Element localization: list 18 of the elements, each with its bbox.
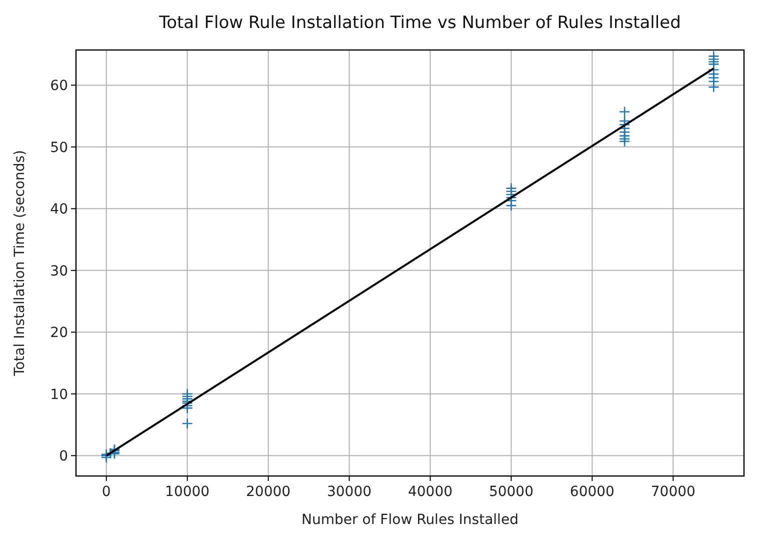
x-tick-label: 70000 [650,484,696,500]
y-axis-title: Total Installation Time (seconds) [12,150,28,377]
y-tick-label: 60 [50,78,68,94]
x-tick-label: 50000 [488,484,534,500]
chart-title: Total Flow Rule Installation Time vs Number of Rules Installed [158,12,681,33]
x-axis-title: Number of Flow Rules Installed [302,512,518,528]
y-tick-label: 20 [50,325,68,342]
y-tick-label: 10 [50,386,68,403]
x-tick-label: 40000 [408,484,453,500]
x-tick-label: 0 [102,484,111,500]
x-tick-label: 60000 [570,484,614,500]
y-tick-label: 30 [50,263,68,280]
y-tick-label: 40 [50,202,68,218]
x-tick-label: 30000 [327,484,372,500]
y-tick-label: 0 [59,448,68,465]
x-tick-label: 20000 [246,484,291,500]
y-tick-label: 50 [50,140,68,156]
x-tick-label: 10000 [165,484,210,500]
